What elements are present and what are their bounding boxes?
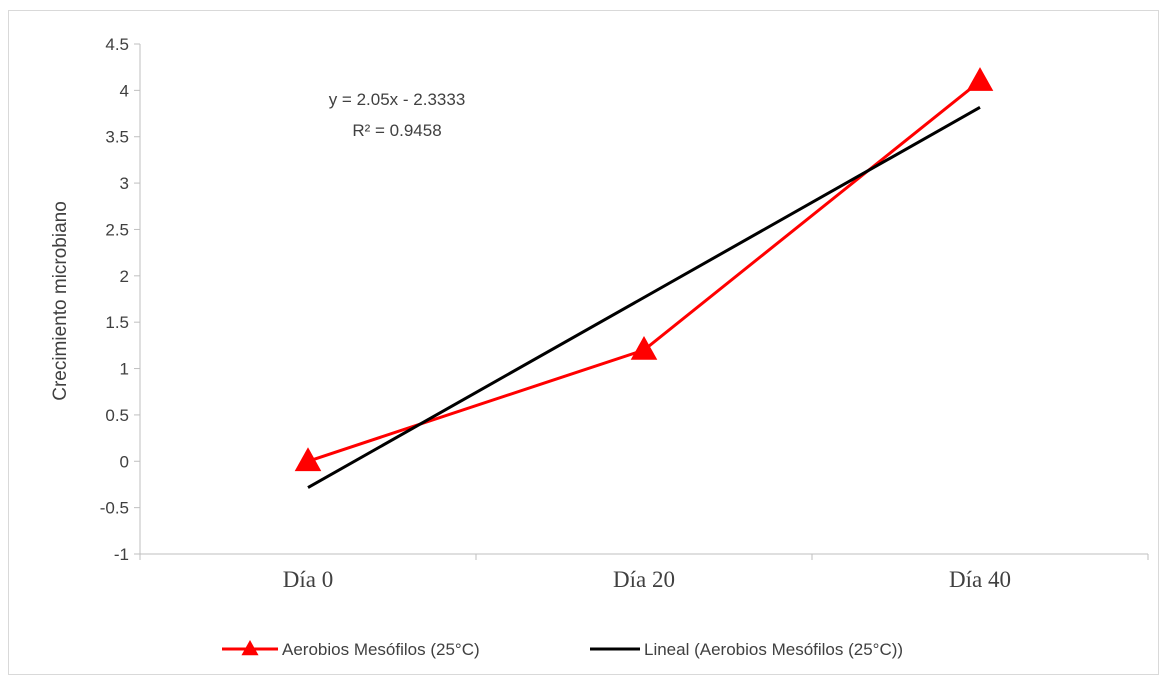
trendline-linear <box>307 106 981 489</box>
y-tick-label: 2 <box>120 267 129 286</box>
x-tick-label: Día 40 <box>949 567 1011 592</box>
data-point-marker <box>966 67 994 91</box>
series-layer <box>294 67 994 489</box>
y-tick-label: 1.5 <box>105 313 129 332</box>
y-axis-ticks: 4.5 4 3.5 3 2.5 2 1.5 1 0.5 0 -0.5 -1 <box>100 35 140 564</box>
legend-series-label: Aerobios Mesófilos (25°C) <box>282 640 480 659</box>
data-point-marker <box>630 336 658 360</box>
legend: Aerobios Mesófilos (25°C) Lineal (Aerobi… <box>222 640 903 659</box>
data-point-marker <box>294 447 322 472</box>
x-tick-label: Día 0 <box>283 567 333 592</box>
y-tick-label: -0.5 <box>100 499 129 518</box>
y-tick-label: 4 <box>120 81 129 100</box>
y-tick-label: 4.5 <box>105 35 129 54</box>
legend-trendline-label: Lineal (Aerobios Mesófilos (25°C)) <box>644 640 903 659</box>
y-tick-label: 2.5 <box>105 220 129 239</box>
x-axis-tick-labels: Día 0 Día 20 Día 40 <box>139 554 1149 592</box>
y-tick-label: 0 <box>120 452 129 471</box>
trendline-equation: y = 2.05x - 2.3333 <box>329 90 466 109</box>
y-tick-label: 0.5 <box>105 406 129 425</box>
y-axis-label: Crecimiento microbiano <box>50 201 71 401</box>
y-tick-label: -1 <box>114 545 129 564</box>
y-tick-label: 1 <box>120 360 129 379</box>
x-tick-label: Día 20 <box>613 567 675 592</box>
y-tick-label: 3.5 <box>105 128 129 147</box>
legend-item-series: Aerobios Mesófilos (25°C) <box>222 640 480 659</box>
trendline-r-squared: R² = 0.9458 <box>352 121 441 140</box>
y-tick-label: 3 <box>120 174 129 193</box>
chart-frame <box>8 10 1159 675</box>
legend-triangle-icon <box>241 640 259 656</box>
legend-item-trendline: Lineal (Aerobios Mesófilos (25°C)) <box>590 640 903 659</box>
